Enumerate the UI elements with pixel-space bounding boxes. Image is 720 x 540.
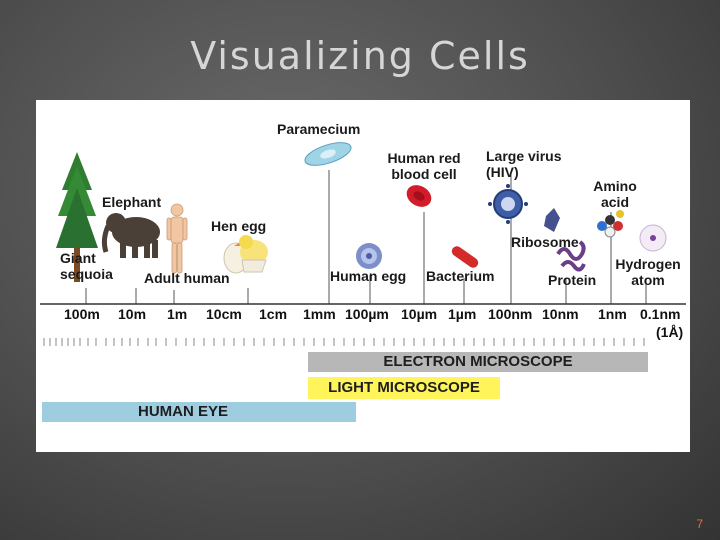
scale-minor-ticks [43,338,645,346]
amino-acid-illustration [597,210,624,238]
hiv-virus-illustration [488,184,528,224]
angstrom-label: (1Å) [656,324,684,340]
scale-tick: 10nm [542,306,579,322]
human-eye-range: HUMAN EYE [42,402,356,422]
scale-tick: 1nm [598,306,627,322]
label-bacterium: Bacterium [426,268,495,284]
scale-tick: 1mm [303,306,336,322]
label-adult-human: Adult human [144,270,230,286]
paramecium-illustration [304,142,352,166]
label-hydrogen-atom: Hydrogen atom [615,256,681,288]
scale-tick: 100m [64,306,100,322]
label-hen-egg: Hen egg [211,218,267,234]
hydrogen-atom-illustration [639,224,667,252]
label-paramecium: Paramecium [277,121,361,137]
label-protein: Protein [548,272,597,288]
label-ribosome: Ribosome [511,234,579,250]
scale-tick: 1µm [448,306,477,322]
scale-tick: 100nm [488,306,533,322]
scale-tick: 10cm [206,306,242,322]
scale-tick: 10µm [401,306,438,322]
label-elephant: Elephant [102,194,162,210]
giant-sequoia-illustration [56,152,98,282]
scale-tick: 1m [167,306,188,322]
diagram-graphics [40,142,686,346]
protein-illustration [556,240,586,272]
size-scale-diagram: Paramecium Human red blood cell Large vi… [36,100,690,452]
scale-tick: 0.1nm [640,306,681,322]
label-human-egg: Human egg [330,268,407,284]
slide-title: Visualizing Cells [190,34,530,78]
human-egg-illustration [356,243,382,269]
scale-tick: 10m [118,306,147,322]
label-amino-acid: Amino acid [593,178,637,210]
scale-tick: 100µm [345,306,389,322]
adult-human-illustration [166,203,188,274]
electron-microscope-range: ELECTRON MICROSCOPE [308,352,648,372]
red-blood-cell-illustration [406,185,432,207]
label-large-virus: Large virus (HIV) [486,148,562,180]
label-red-blood-cell: Human red blood cell [387,150,461,182]
slide-page-number: 7 [696,517,703,531]
ribosome-illustration [544,208,560,232]
scale-tick: 1cm [259,306,288,322]
elephant-illustration [101,213,160,258]
label-giant-sequoia: Giant sequoia [60,250,113,282]
light-microscope-range: LIGHT MICROSCOPE [308,377,500,399]
hen-egg-illustration [223,235,268,274]
bacterium-illustration [451,246,479,268]
